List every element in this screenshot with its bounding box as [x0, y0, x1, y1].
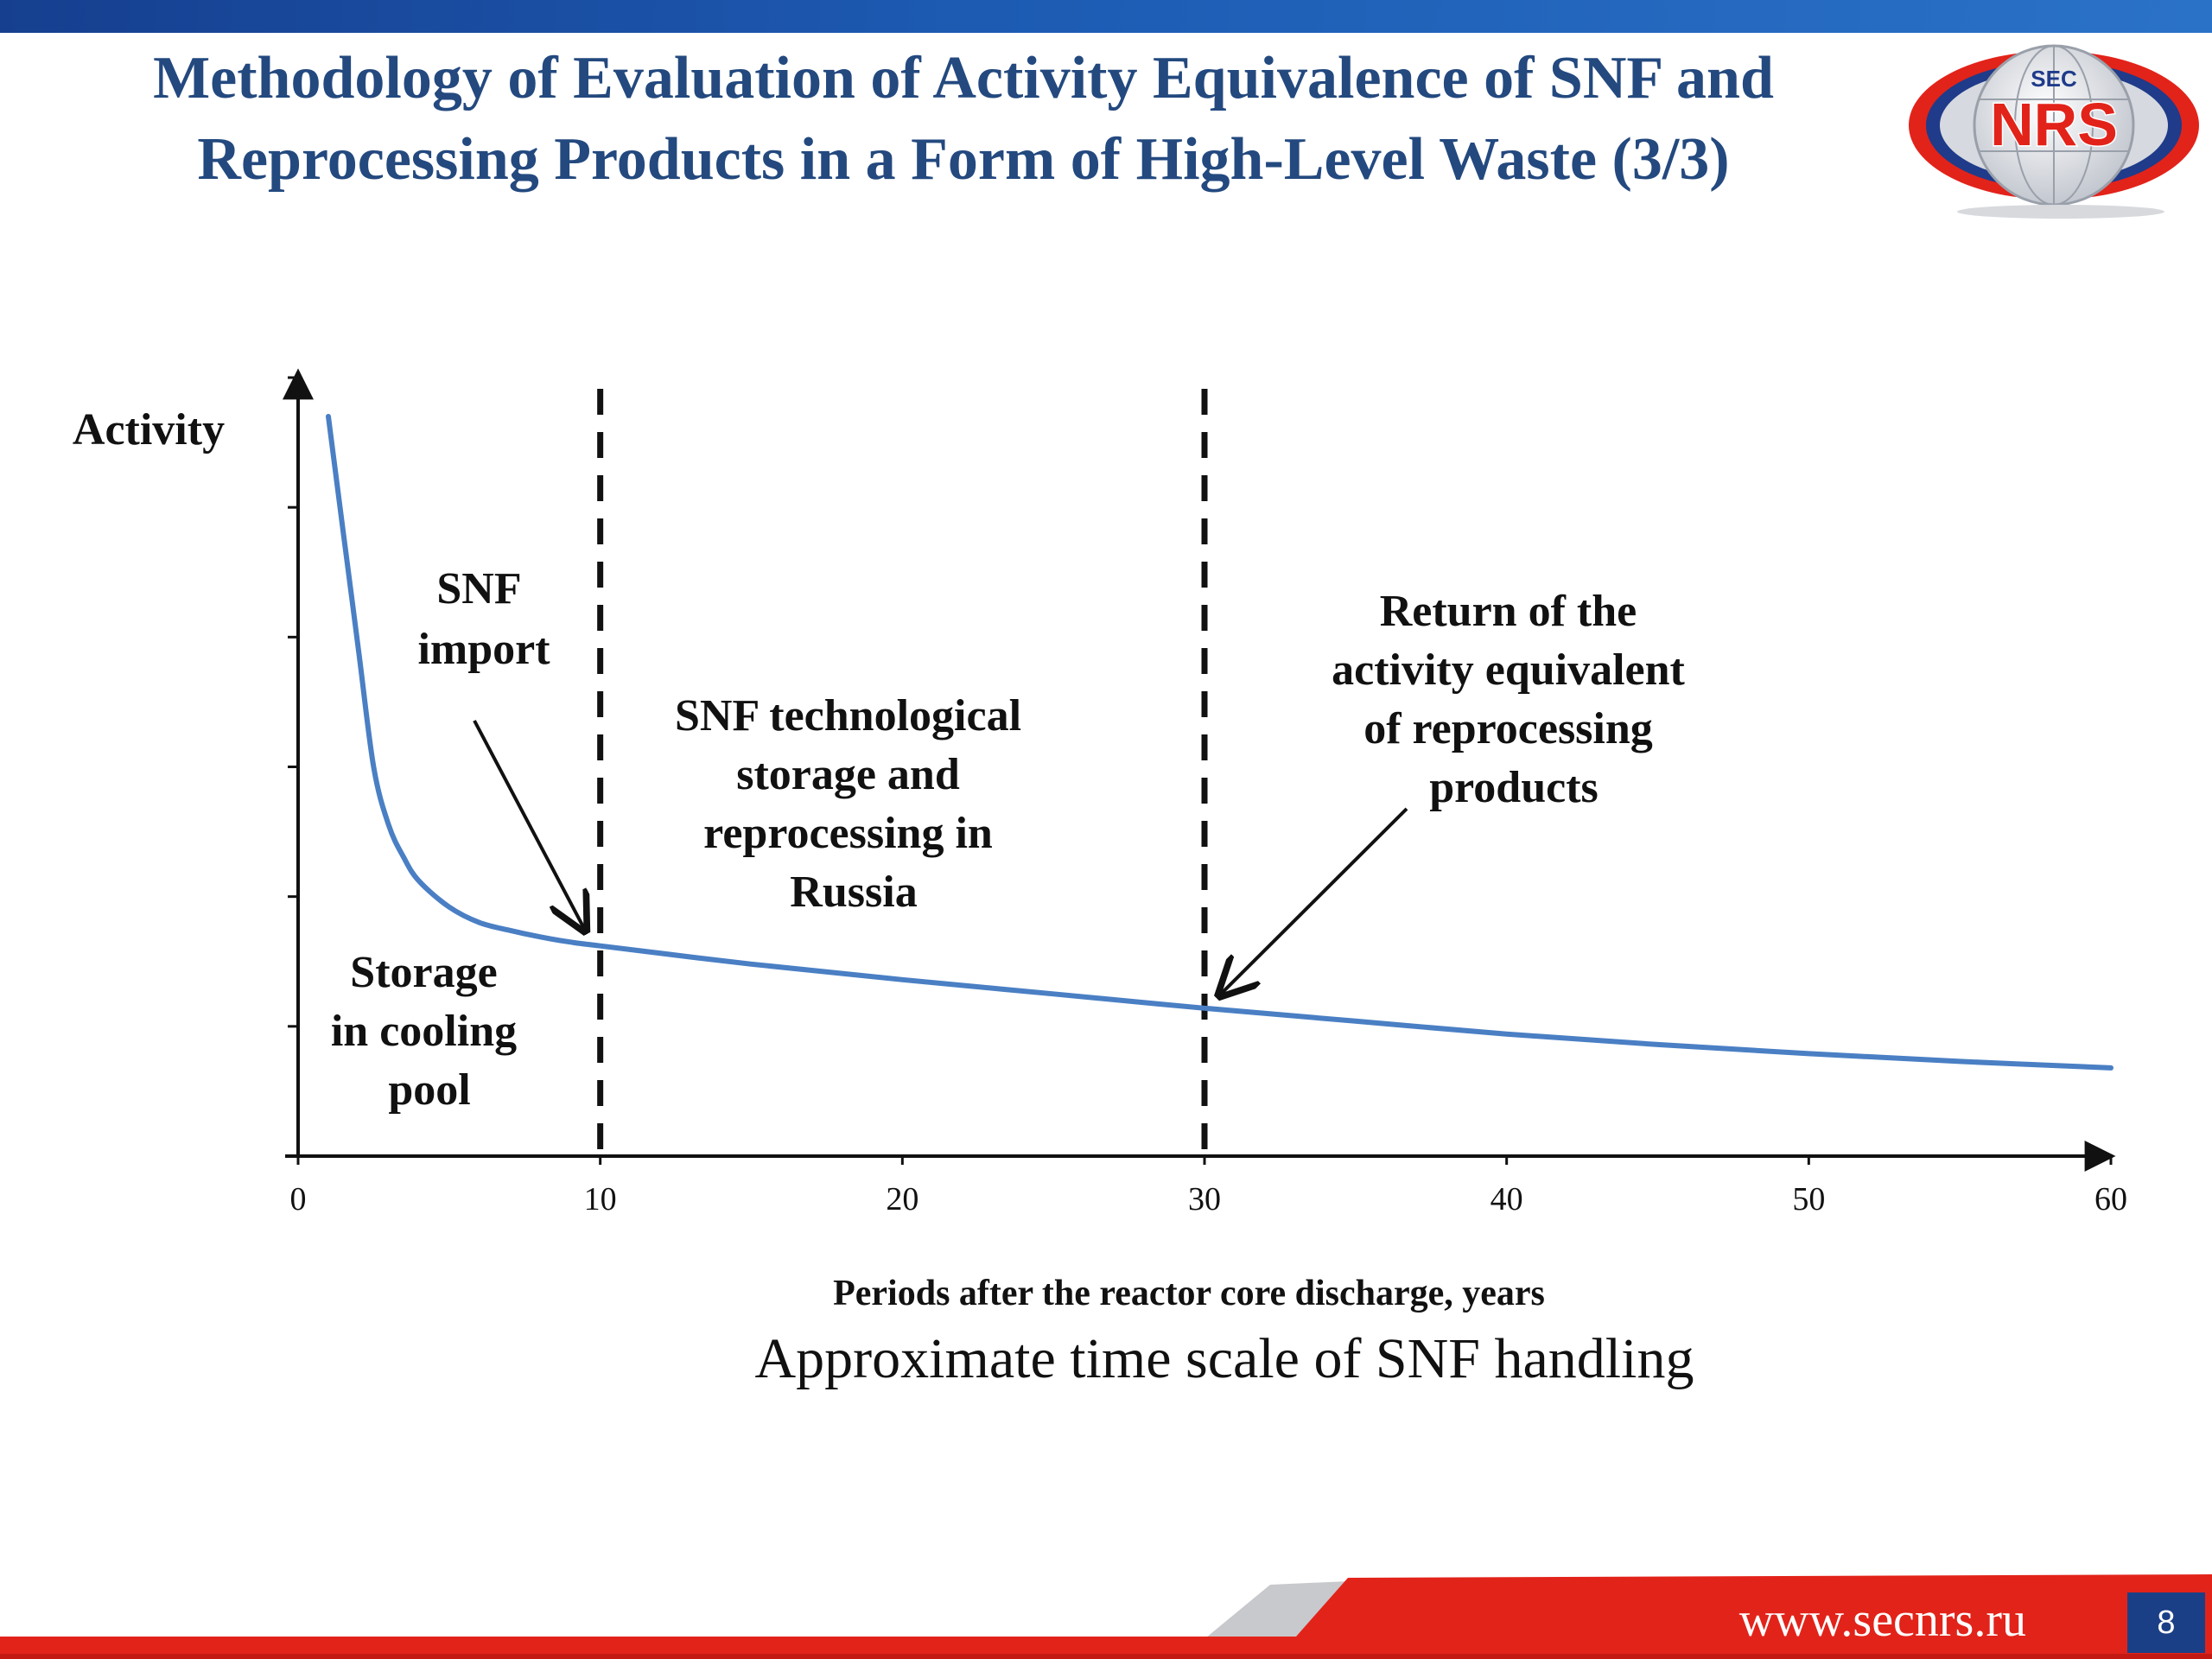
footer-red-wave [0, 1574, 2212, 1659]
x-tick-label: 10 [584, 1181, 617, 1217]
x-tick-label: 60 [2094, 1181, 2127, 1217]
x-tick-label: 40 [1491, 1181, 1523, 1217]
logo-shadow [1957, 205, 2164, 219]
x-axis-ticks: 0 10 20 30 40 50 60 [290, 1156, 2127, 1217]
annotation-technological-storage-line-3: reprocessing in [703, 809, 993, 858]
annotation-snf-import-line-2: import [417, 625, 550, 674]
x-axis-title: Periods after the reactor core discharge… [833, 1274, 1545, 1313]
x-tick-label: 30 [1188, 1181, 1221, 1217]
annotation-technological-storage: SNF technological storage and reprocessi… [675, 691, 1033, 917]
x-tick-label: 0 [290, 1181, 307, 1217]
annotation-return-equivalent-line-1: Return of the [1380, 587, 1637, 636]
annotation-snf-import-line-1: SNF [436, 564, 519, 613]
annotation-technological-storage-line-1: SNF technological [675, 691, 1021, 741]
annotation-cooling-pool-line-2: in cooling [331, 1007, 517, 1056]
annotation-return-equivalent-line-3: of reprocessing [1363, 704, 1653, 753]
annotation-return-equivalent: Return of the activity equivalent of rep… [1332, 587, 1696, 812]
annotation-return-equivalent-line-2: activity equivalent [1332, 645, 1685, 695]
annotation-cooling-pool-line-1: Storage [350, 948, 497, 997]
logo-nrs-text: NRS [1990, 91, 2118, 158]
page-number: 8 [2127, 1592, 2205, 1653]
footer-bottom-strip [0, 1654, 2212, 1659]
logo-globe-grid [1978, 45, 2130, 206]
footer-grey-swoosh [1201, 1581, 1348, 1642]
chart-caption: Approximate time scale of SNF handling [755, 1327, 1694, 1390]
top-banner-bar [0, 0, 2212, 33]
annotation-technological-storage-line-4: Russia [790, 868, 917, 917]
footer-website-link[interactable]: www.secnrs.ru [1738, 1593, 2026, 1647]
slide-title-line-1: Methodology of Evaluation of Activity Eq… [153, 45, 1774, 111]
return-equivalent-arrow [1219, 807, 1408, 995]
x-tick-label: 50 [1792, 1181, 1825, 1217]
logo-sec-text: SEC [2031, 66, 2077, 92]
activity-curve [326, 414, 2113, 1071]
annotation-snf-import: SNF import [417, 564, 550, 674]
annotation-return-equivalent-line-4: products [1429, 763, 1599, 812]
y-axis-ticks [288, 376, 298, 1028]
sec-nrs-logo: SEC NRS [1909, 44, 2199, 219]
snf-import-arrow [473, 720, 585, 931]
annotation-cooling-pool: Storage in cooling pool [331, 948, 528, 1115]
slide-title: Methodology of Evaluation of Activity Eq… [35, 38, 1892, 200]
annotation-technological-storage-line-2: storage and [736, 750, 960, 799]
y-axis-title: Activity [73, 405, 225, 454]
annotation-cooling-pool-line-3: pool [388, 1065, 470, 1115]
slide-title-line-2: Reprocessing Products in a Form of High-… [197, 126, 1730, 193]
footer-band [0, 1574, 2212, 1659]
x-tick-label: 20 [886, 1181, 918, 1217]
